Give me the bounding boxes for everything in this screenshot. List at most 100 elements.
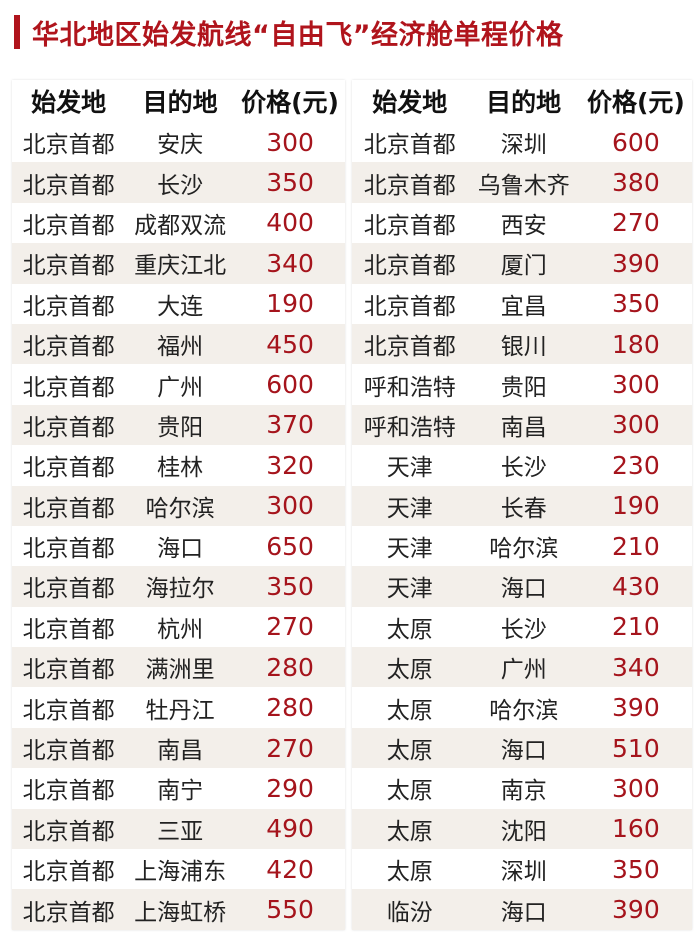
origin-cell: 天津 <box>386 455 433 482</box>
price-cell: 290 <box>266 773 314 803</box>
destination-cell: 满洲里 <box>125 647 236 688</box>
destination-cell: 南昌 <box>467 404 580 446</box>
price-cell: 160 <box>579 808 692 850</box>
origin-cell: 北京首都 <box>12 485 126 526</box>
table-row: 北京首都 南昌 270 <box>12 727 345 769</box>
origin-cell: 太原 <box>386 859 433 886</box>
origin-cell: 北京首都 <box>12 647 126 688</box>
price-cell: 350 <box>235 162 345 203</box>
destination-cell: 沈阳 <box>467 808 580 850</box>
table-row: 太原 深圳 350 <box>352 849 692 889</box>
price-cell: 320 <box>266 450 314 480</box>
price-cell: 210 <box>612 531 660 561</box>
origin-cell: 天津 <box>352 485 468 526</box>
table-row: 天津 海口 430 <box>352 566 692 607</box>
header-row: 始发地 目的地 价格(元) <box>352 80 692 122</box>
destination-cell: 南昌 <box>125 727 236 769</box>
table-row: 太原 广州 340 <box>352 647 692 688</box>
table-row: 天津 哈尔滨 210 <box>352 526 692 566</box>
destination-cell: 安庆 <box>157 132 204 159</box>
table-row: 北京首都 海口 650 <box>12 526 345 566</box>
destination-cell: 海口 <box>157 536 204 563</box>
destination-cell: 海拉尔 <box>125 566 236 607</box>
table-row: 北京首都 贵阳 370 <box>12 404 345 446</box>
origin-cell: 北京首都 <box>12 243 126 284</box>
origin-cell: 北京首都 <box>352 323 468 365</box>
header-price: 价格(元) <box>241 88 339 117</box>
destination-cell: 重庆江北 <box>125 243 236 284</box>
destination-cell: 上海虹桥 <box>125 889 236 930</box>
price-cell: 350 <box>235 566 345 607</box>
table-row: 北京首都 成都双流 400 <box>12 203 345 243</box>
table-row: 北京首都 深圳 600 <box>352 122 692 162</box>
price-cell: 280 <box>235 647 345 688</box>
price-table-right: 始发地 目的地 价格(元) 北京首都 深圳 600 北京首都 乌鲁木齐 380 北京首都 西安… <box>352 80 692 930</box>
table-row: 天津 长春 190 <box>352 485 692 526</box>
destination-cell: 杭州 <box>157 616 204 643</box>
table-row: 北京首都 厦门 390 <box>352 243 692 284</box>
price-cell: 340 <box>235 243 345 284</box>
destination-cell: 哈尔滨 <box>125 485 236 526</box>
table-row: 呼和浩特 贵阳 300 <box>352 364 692 404</box>
header-origin: 始发地 <box>31 88 107 117</box>
price-cell: 400 <box>266 208 314 238</box>
table-row: 北京首都 三亚 490 <box>12 808 345 850</box>
destination-cell: 贵阳 <box>125 404 236 446</box>
table-row: 北京首都 广州 600 <box>12 364 345 404</box>
origin-cell: 太原 <box>386 778 433 805</box>
table-row: 天津 长沙 230 <box>352 445 692 485</box>
destination-cell: 海口 <box>467 566 580 607</box>
destination-cell: 长沙 <box>500 616 547 643</box>
destination-cell: 成都双流 <box>134 212 227 239</box>
price-cell: 190 <box>266 289 314 319</box>
destination-cell: 三亚 <box>125 808 236 850</box>
table-row: 北京首都 牡丹江 280 <box>12 687 345 727</box>
destination-cell: 银川 <box>467 323 580 365</box>
origin-cell: 北京首都 <box>12 889 126 930</box>
destination-cell: 宜昌 <box>500 293 547 320</box>
destination-cell: 上海浦东 <box>134 859 227 886</box>
origin-cell: 呼和浩特 <box>363 374 456 401</box>
price-cell: 270 <box>266 612 314 642</box>
origin-cell: 北京首都 <box>352 243 468 284</box>
destination-cell: 福州 <box>125 323 236 365</box>
origin-cell: 北京首都 <box>12 323 126 365</box>
destination-cell: 南京 <box>500 778 547 805</box>
price-cell: 390 <box>579 889 692 930</box>
price-cell: 600 <box>266 370 314 400</box>
price-cell: 650 <box>266 531 314 561</box>
table-row: 北京首都 上海浦东 420 <box>12 849 345 889</box>
table-row: 北京首都 桂林 320 <box>12 445 345 485</box>
origin-cell: 太原 <box>352 647 468 688</box>
header-row: 始发地 目的地 价格(元) <box>12 80 345 122</box>
table-row: 北京首都 哈尔滨 300 <box>12 485 345 526</box>
destination-cell: 长沙 <box>125 162 236 203</box>
origin-cell: 北京首都 <box>12 566 126 607</box>
origin-cell: 呼和浩特 <box>352 404 468 446</box>
price-cell: 380 <box>579 162 692 203</box>
header-destination: 目的地 <box>142 88 218 117</box>
table-row: 北京首都 乌鲁木齐 380 <box>352 162 692 203</box>
destination-cell: 广州 <box>157 374 204 401</box>
price-cell: 300 <box>266 127 314 157</box>
table-row: 北京首都 海拉尔 350 <box>12 566 345 607</box>
origin-cell: 北京首都 <box>22 697 115 724</box>
table-row: 北京首都 西安 270 <box>352 203 692 243</box>
price-cell: 190 <box>579 485 692 526</box>
table-row: 太原 海口 510 <box>352 727 692 769</box>
destination-cell: 乌鲁木齐 <box>467 162 580 203</box>
price-cell: 450 <box>235 323 345 365</box>
header-price: 价格(元) <box>586 88 685 117</box>
origin-cell: 临汾 <box>352 889 468 930</box>
destination-cell: 贵阳 <box>500 374 547 401</box>
origin-cell: 北京首都 <box>22 212 115 239</box>
origin-cell: 北京首都 <box>22 616 115 643</box>
origin-cell: 北京首都 <box>363 293 456 320</box>
origin-cell: 北京首都 <box>12 727 126 769</box>
price-cell: 300 <box>235 485 345 526</box>
destination-cell: 深圳 <box>500 132 547 159</box>
table-row: 太原 沈阳 160 <box>352 808 692 850</box>
destination-cell: 长春 <box>467 485 580 526</box>
price-cell: 490 <box>235 808 345 850</box>
origin-cell: 北京首都 <box>22 778 115 805</box>
